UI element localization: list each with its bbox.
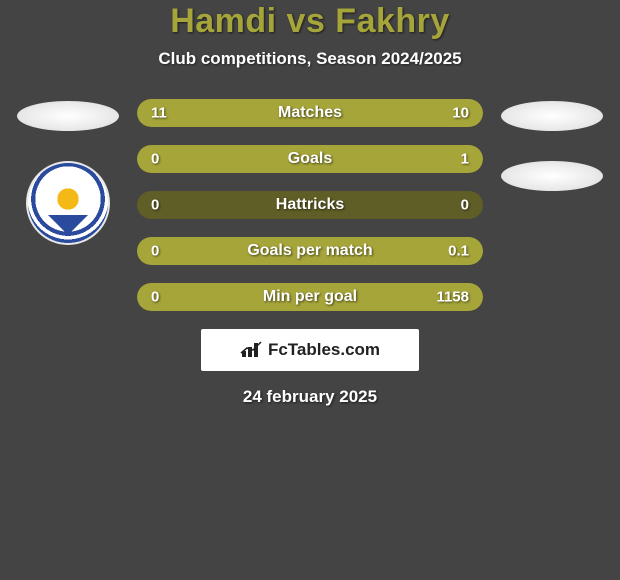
stat-label: Goals xyxy=(288,150,332,168)
stat-value-left: 0 xyxy=(151,289,159,306)
date-label: 24 february 2025 xyxy=(0,387,620,407)
infographic-root: Hamdi vs Fakhry Club competitions, Seaso… xyxy=(0,0,620,580)
stat-value-right: 10 xyxy=(452,105,469,122)
club-right-oval xyxy=(501,161,603,191)
player-right-oval xyxy=(501,101,603,131)
stat-bar: 0 0 Hattricks xyxy=(137,191,483,219)
stat-bar: 0 1158 Min per goal xyxy=(137,283,483,311)
stat-label: Matches xyxy=(278,104,342,122)
main-row: 11 10 Matches 0 1 Goals 0 0 Hattricks 0 0.1 Goals p… xyxy=(0,99,620,311)
bar-chart-icon xyxy=(240,341,264,359)
stat-value-right: 0.1 xyxy=(448,243,469,260)
stat-value-left: 0 xyxy=(151,243,159,260)
stat-value-right: 0 xyxy=(461,197,469,214)
stat-bar: 11 10 Matches xyxy=(137,99,483,127)
stat-fill-left xyxy=(137,145,199,173)
club-badge-left xyxy=(26,161,110,245)
stat-bar: 0 1 Goals xyxy=(137,145,483,173)
stat-value-right: 1 xyxy=(461,151,469,168)
stat-value-right: 1158 xyxy=(436,289,469,306)
subtitle: Club competitions, Season 2024/2025 xyxy=(0,49,620,69)
brand-footer: FcTables.com xyxy=(201,329,419,371)
stat-fill-right xyxy=(199,145,483,173)
stat-label: Min per goal xyxy=(263,288,357,306)
brand-text: FcTables.com xyxy=(268,340,380,360)
player-left-oval xyxy=(17,101,119,131)
right-side-col xyxy=(501,99,603,191)
left-side-col xyxy=(17,99,119,245)
stat-bar: 0 0.1 Goals per match xyxy=(137,237,483,265)
stat-value-left: 0 xyxy=(151,197,159,214)
stat-label: Goals per match xyxy=(247,242,372,260)
stat-value-left: 0 xyxy=(151,151,159,168)
page-title: Hamdi vs Fakhry xyxy=(0,2,620,41)
stat-value-left: 11 xyxy=(151,105,167,122)
stat-label: Hattricks xyxy=(276,196,344,214)
stats-column: 11 10 Matches 0 1 Goals 0 0 Hattricks 0 0.1 Goals p… xyxy=(137,99,483,311)
